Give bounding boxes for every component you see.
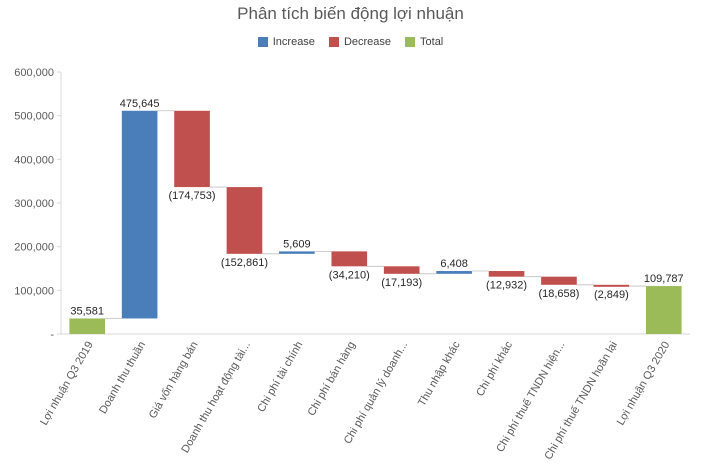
data-label: 5,609	[283, 238, 311, 250]
bar-decrease	[488, 271, 525, 277]
y-tick-label: 100,000	[14, 285, 54, 297]
data-label: (2,849)	[594, 289, 629, 301]
data-label: (174,753)	[168, 190, 215, 202]
bar-decrease	[226, 187, 263, 254]
bar-decrease	[383, 266, 420, 274]
y-tick-label: -	[50, 329, 54, 341]
x-tick-label: Chi phí khác	[474, 339, 515, 398]
x-tick-label: Chi phí bán hàng	[306, 340, 358, 419]
bar-total	[645, 286, 682, 334]
x-tick-label: Thu nhập khác	[416, 339, 463, 408]
bar-decrease	[331, 251, 368, 267]
y-tick-label: 300,000	[14, 198, 54, 210]
y-tick-label: 600,000	[14, 67, 54, 79]
data-label: 475,645	[120, 98, 160, 110]
bar-total	[69, 318, 106, 334]
legend-swatch-increase	[257, 37, 268, 47]
data-label: 35,581	[70, 305, 104, 317]
bar-increase	[121, 110, 158, 319]
legend-label-total: Total	[420, 36, 444, 48]
legend-swatch-total	[405, 37, 416, 47]
data-label: 109,787	[644, 273, 684, 285]
legend: Increase Decrease Total	[0, 36, 701, 48]
legend-label-decrease: Decrease	[343, 36, 392, 48]
data-label: (18,658)	[538, 288, 579, 300]
legend-item-decrease: Decrease	[328, 36, 392, 48]
bar-decrease	[541, 276, 577, 285]
bar-increase	[279, 251, 315, 254]
y-tick-label: 200,000	[14, 242, 54, 254]
x-tick-label: Lợi nhuận Q3 2019	[38, 340, 96, 428]
data-label: (152,861)	[221, 257, 268, 269]
legend-item-total: Total	[405, 36, 443, 48]
x-tick-label: Chi phí tài chính	[255, 340, 305, 415]
bar-decrease	[174, 110, 210, 188]
data-label: (12,932)	[486, 280, 527, 292]
bar-decrease	[593, 284, 630, 287]
y-tick-label: 400,000	[14, 154, 54, 166]
x-tick-label: Doanh thu thuần	[97, 340, 148, 416]
data-label: 6,408	[440, 258, 468, 270]
data-label: (17,193)	[381, 277, 422, 289]
bar-increase	[436, 271, 472, 274]
x-tick-label: Giá vốn hàng bán	[147, 340, 201, 421]
legend-swatch-decrease	[328, 37, 339, 47]
legend-item-increase: Increase	[257, 36, 315, 48]
chart-title: Phân tích biến động lợi nhuận	[237, 4, 464, 23]
legend-label-increase: Increase	[272, 36, 315, 48]
y-tick-label: 500,000	[14, 111, 54, 123]
data-label: (34,210)	[329, 269, 370, 281]
x-tick-label: Lợi nhuận Q3 2020	[615, 340, 673, 428]
